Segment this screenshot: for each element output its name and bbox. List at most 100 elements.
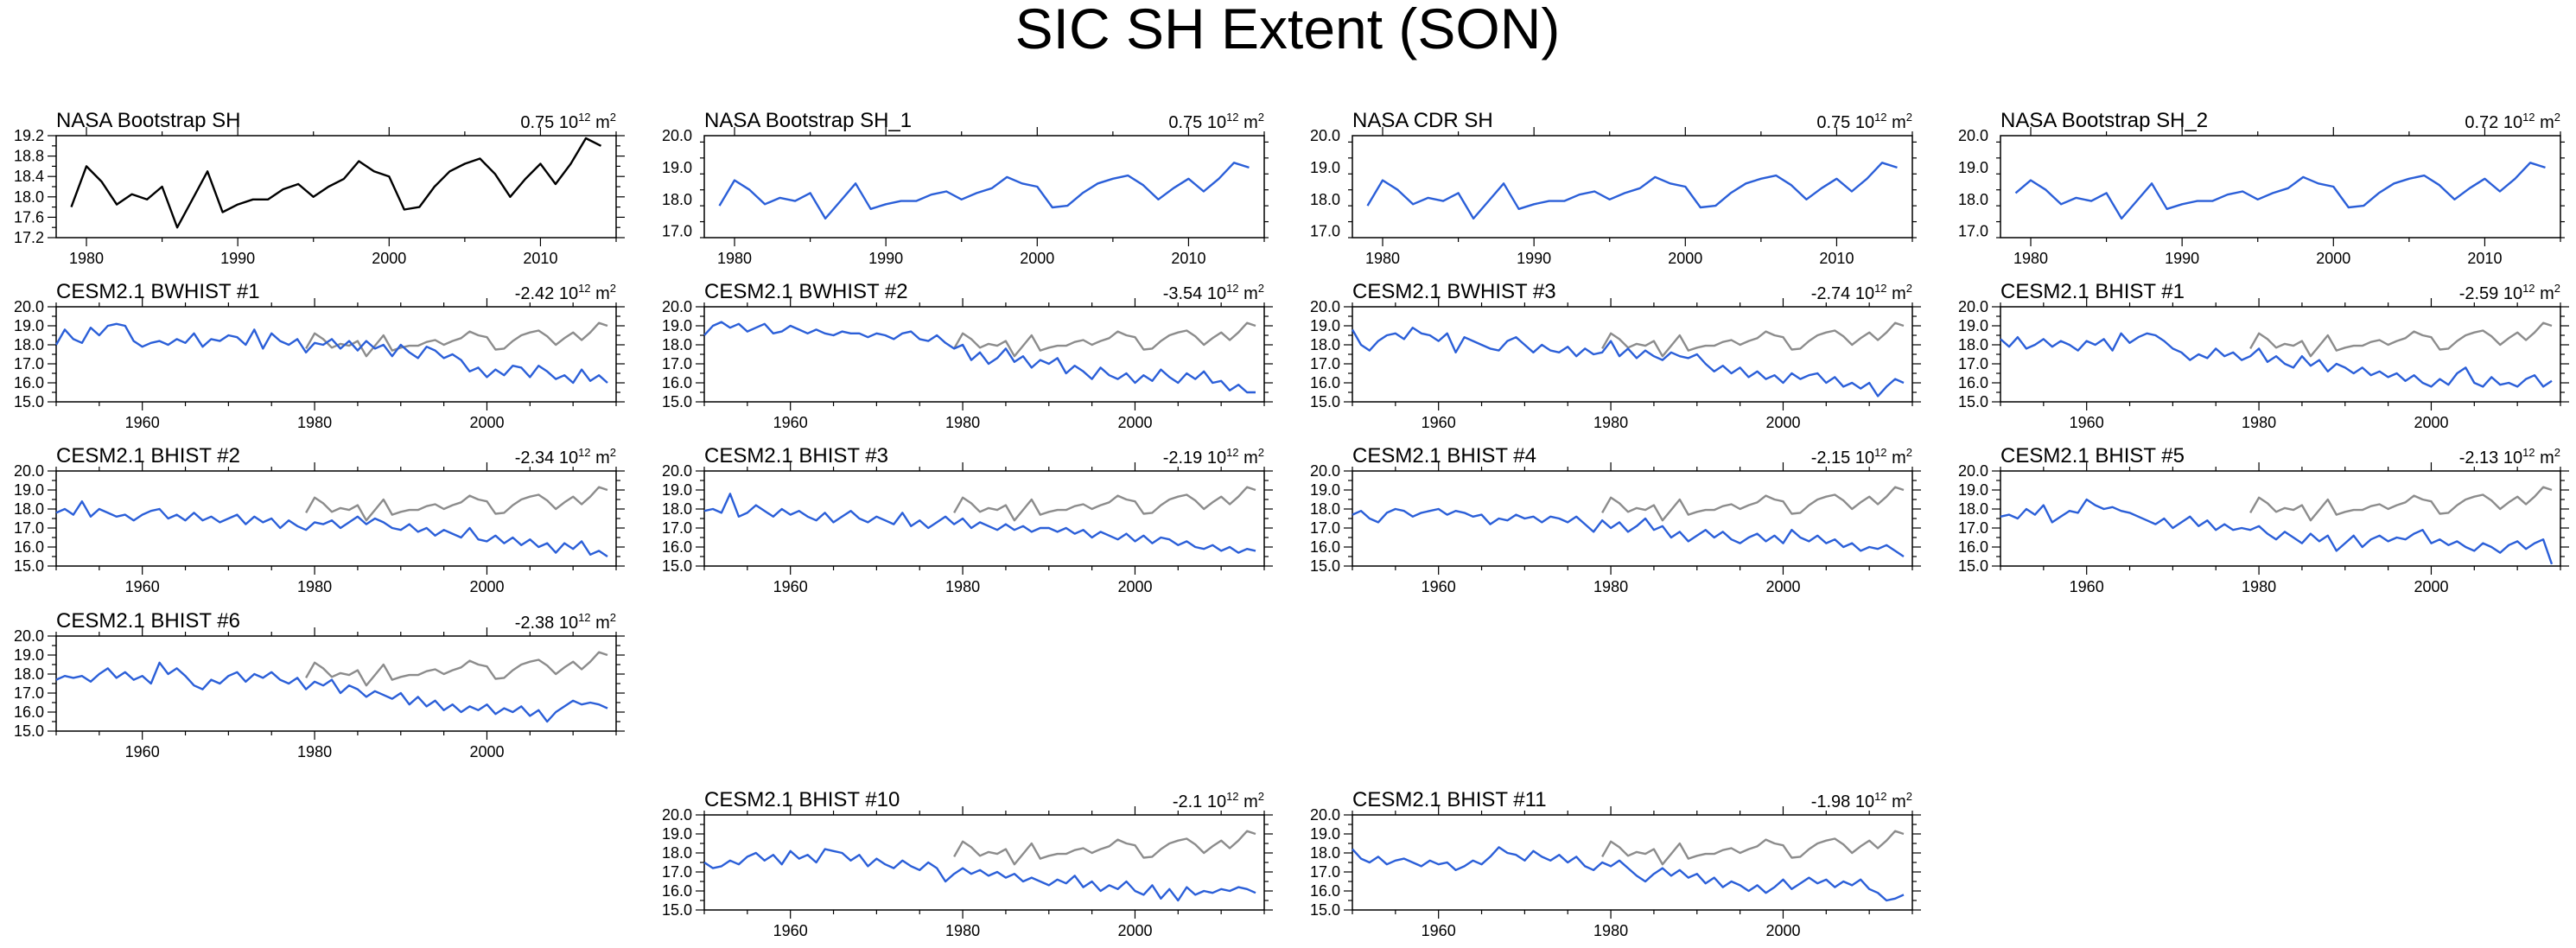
x-tick-label: 2000 [2316, 250, 2350, 267]
x-tick-label: 1980 [1593, 414, 1628, 431]
chart-panel: CESM2.1 BHIST #2 -2.34 1012 m2 15.016.017.… [14, 444, 625, 595]
trend-unit: m [1887, 113, 1906, 132]
x-tick-label: 1960 [125, 578, 160, 595]
y-tick-label: 17.0 [14, 684, 44, 702]
x-tick-label: 2000 [469, 578, 504, 595]
y-tick-label: 16.0 [662, 882, 692, 900]
y-tick-label: 18.0 [1958, 500, 1988, 518]
y-tick-label: 19.0 [14, 646, 44, 664]
y-tick-label: 20.0 [14, 627, 44, 645]
series-line-observation-overlay [953, 321, 1256, 358]
y-tick-label: 19.0 [662, 159, 692, 176]
trend-num: 0.75 10 [1816, 113, 1874, 132]
y-tick-label: 19.0 [1310, 317, 1340, 334]
trend-unit: m [591, 449, 610, 468]
y-tick-label: 15.0 [1310, 557, 1340, 575]
x-tick-label: 1990 [2165, 250, 2199, 267]
y-tick-label: 20.0 [1310, 298, 1340, 315]
series-line-model [55, 661, 608, 723]
panel-title: CESM2.1 BWHIST #1 [56, 280, 260, 303]
y-tick-label: 20.0 [662, 462, 692, 480]
y-tick-label: 19.0 [1958, 481, 1988, 499]
y-tick-label: 20.0 [14, 298, 44, 315]
panel-title: CESM2.1 BHIST #2 [56, 444, 240, 468]
y-tick-label: 18.0 [1310, 191, 1340, 208]
y-tick-label: 15.0 [1310, 901, 1340, 919]
x-tick-label: 1990 [1517, 250, 1551, 267]
trend-unit: m [591, 284, 610, 303]
x-tick-label: 2010 [1171, 250, 1205, 267]
trend-exp: 12 [1874, 790, 1886, 803]
plot-frame [703, 306, 1265, 403]
series-line-observation-overlay [2249, 486, 2553, 522]
y-tick-label: 20.0 [1310, 806, 1340, 824]
y-tick-label: 16.0 [662, 374, 692, 391]
y-tick-label: 20.0 [14, 462, 44, 480]
y-tick-label: 19.0 [14, 481, 44, 499]
trend-exp: 2 [610, 111, 616, 124]
x-tick-label: 1960 [2070, 414, 2104, 431]
x-tick-label: 1980 [945, 414, 980, 431]
trend-exp: 12 [578, 111, 590, 124]
trend-unit: m [2535, 113, 2554, 132]
trend-exp: 2 [610, 282, 616, 295]
x-tick-label: 1980 [297, 414, 332, 431]
plot-frame [2000, 306, 2561, 403]
trend-exp: 2 [1258, 282, 1264, 295]
y-tick-label: 20.0 [1310, 127, 1340, 144]
chart-panel: NASA Bootstrap SH_1 0.75 1012 m2 17.0 18.0 1… [662, 109, 1269, 267]
trend-unit: m [1239, 113, 1258, 132]
plot-frame [703, 135, 1265, 239]
series-line-observation-overlay [1601, 830, 1905, 866]
series-line-model [1352, 846, 1905, 902]
x-tick-label: 1960 [1422, 922, 1456, 939]
x-tick-label: 1980 [2013, 250, 2048, 267]
x-tick-label: 1960 [773, 922, 808, 939]
y-tick-label: 18.8 [14, 148, 44, 165]
y-tick-label: 19.0 [662, 825, 692, 843]
trend-label: -1.98 1012 m2 [1811, 790, 1912, 811]
y-tick-label: 17.0 [1958, 519, 1988, 537]
series-line-model [1351, 327, 1905, 398]
series-line-observation-overlay [2249, 321, 2553, 358]
trend-num: 0.75 10 [1168, 113, 1226, 132]
panel-title: NASA CDR SH [1352, 109, 1493, 132]
y-tick-label: 18.4 [14, 168, 44, 185]
trend-label: 0.72 1012 m2 [2465, 111, 2560, 132]
series-line-observation-overlay [305, 321, 608, 358]
series-line-observation-overlay [1601, 321, 1905, 358]
series-line-model [703, 493, 1256, 554]
chart-panel: CESM2.1 BHIST #3 -2.19 1012 m2 15.016.017.… [662, 444, 1273, 595]
trend-num: -1.98 10 [1811, 792, 1874, 811]
chart-panel: CESM2.1 BHIST #4 -2.15 1012 m2 15.016.017.… [1310, 444, 1921, 595]
x-tick-label: 1980 [945, 578, 980, 595]
x-tick-label: 1980 [945, 922, 980, 939]
trend-exp: 12 [1226, 282, 1238, 295]
x-tick-label: 1960 [1422, 414, 1456, 431]
series-line-model [2000, 332, 2553, 388]
trend-exp: 12 [1874, 446, 1886, 459]
trend-exp: 2 [1258, 446, 1264, 459]
x-tick-label: 1960 [1422, 578, 1456, 595]
y-tick-label: 16.0 [14, 703, 44, 721]
y-tick-label: 19.0 [662, 481, 692, 499]
y-tick-label: 18.0 [1310, 844, 1340, 862]
plot-frame [55, 135, 617, 239]
chart-panel: CESM2.1 BHIST #6 -2.38 1012 m2 15.016.017.… [14, 609, 625, 760]
y-tick-label: 15.0 [14, 393, 44, 410]
plot-frame [55, 635, 617, 732]
series-line-model [55, 500, 608, 557]
y-tick-label: 17.0 [1958, 355, 1988, 372]
x-tick-label: 1980 [717, 250, 752, 267]
plot-frame [2000, 470, 2561, 567]
y-tick-label: 18.0 [14, 336, 44, 353]
x-tick-label: 1960 [125, 743, 160, 760]
y-tick-label: 16.0 [662, 538, 692, 556]
trend-num: 0.72 10 [2465, 113, 2522, 132]
x-tick-label: 2000 [469, 414, 504, 431]
y-tick-label: 18.0 [1958, 336, 1988, 353]
panel-title: CESM2.1 BWHIST #3 [1352, 280, 1556, 303]
trend-exp: 2 [1906, 790, 1912, 803]
x-tick-label: 2000 [1765, 578, 1800, 595]
